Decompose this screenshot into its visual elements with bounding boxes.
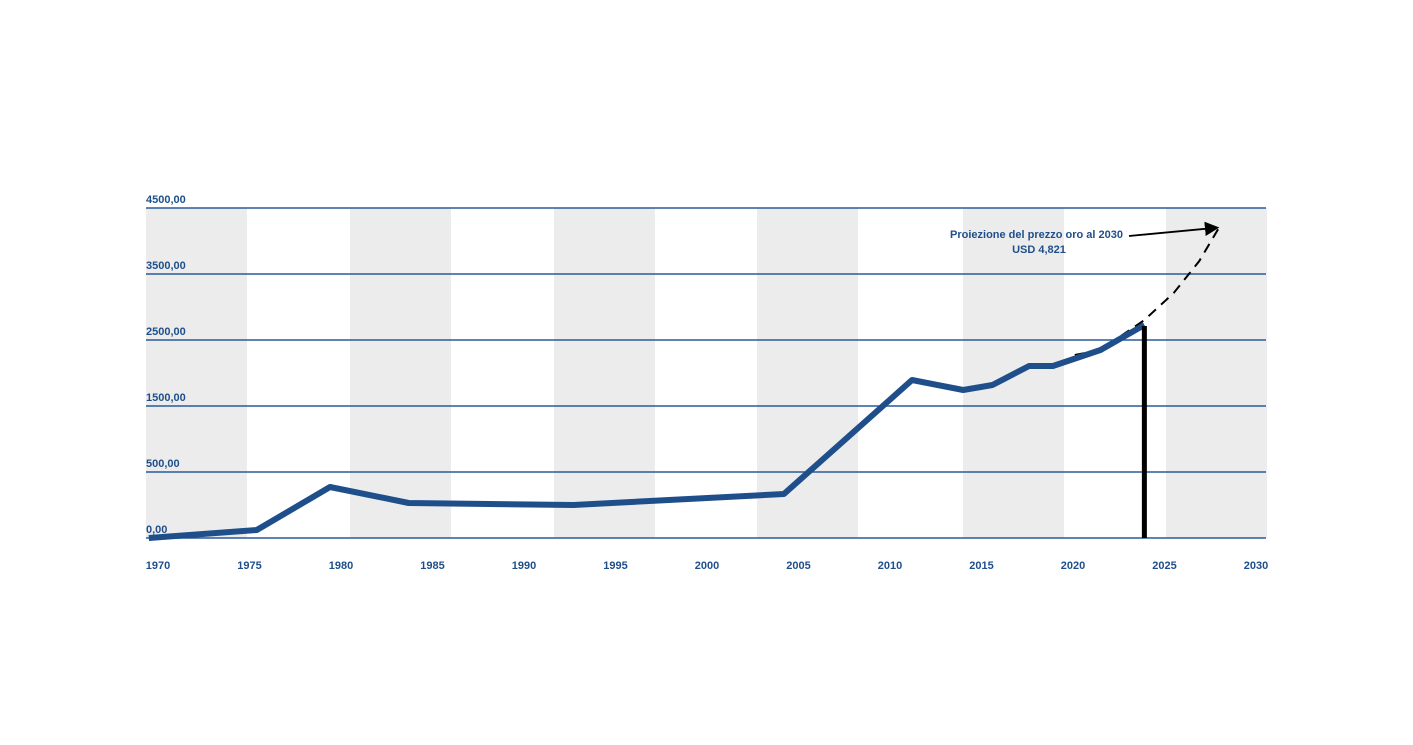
- x-tick-label: 1980: [329, 560, 353, 572]
- x-tick-label: 1975: [237, 560, 261, 572]
- gridlines: [146, 207, 1266, 539]
- x-tick-label: 2020: [1061, 560, 1085, 572]
- x-tick-label: 1985: [420, 560, 444, 572]
- series-layer: [148, 223, 1223, 541]
- x-tick-label: 2015: [969, 560, 993, 572]
- background-bands: [146, 208, 1267, 538]
- x-tick-label: 2010: [878, 560, 902, 572]
- y-tick-label: 500,00: [146, 458, 180, 470]
- x-tick-label: 2025: [1152, 560, 1176, 572]
- y-tick-label: 4500,00: [146, 194, 186, 206]
- annotation: Proiezione del prezzo oro al 2030 USD 4,…: [950, 221, 1220, 256]
- y-axis-labels: 0,00 500,00 1500,00 2500,00 3500,00 4500,00: [146, 194, 186, 536]
- background-band: [554, 208, 655, 538]
- y-tick-label: 2500,00: [146, 326, 186, 338]
- annotation-line2: USD 4,821: [1012, 244, 1066, 256]
- background-band: [146, 208, 247, 538]
- x-tick-label: 1970: [146, 560, 170, 572]
- background-band: [757, 208, 858, 538]
- annotation-line1: Proiezione del prezzo oro al 2030: [950, 229, 1123, 241]
- x-axis-labels: 1970 1975 1980 1985 1990 1995 2000 2005 2010 2015…: [146, 560, 1268, 572]
- x-tick-label: 2000: [695, 560, 719, 572]
- x-tick-label: 1995: [603, 560, 627, 572]
- background-band: [1166, 208, 1267, 538]
- x-tick-label: 1990: [512, 560, 536, 572]
- gold-price-line: [148, 322, 1146, 541]
- x-tick-label: 2030: [1244, 560, 1268, 572]
- background-band: [350, 208, 451, 538]
- y-tick-label: 0,00: [146, 524, 167, 536]
- annotation-arrow: [1128, 221, 1220, 237]
- x-tick-label: 2005: [786, 560, 810, 572]
- y-tick-label: 3500,00: [146, 260, 186, 272]
- y-tick-label: 1500,00: [146, 392, 186, 404]
